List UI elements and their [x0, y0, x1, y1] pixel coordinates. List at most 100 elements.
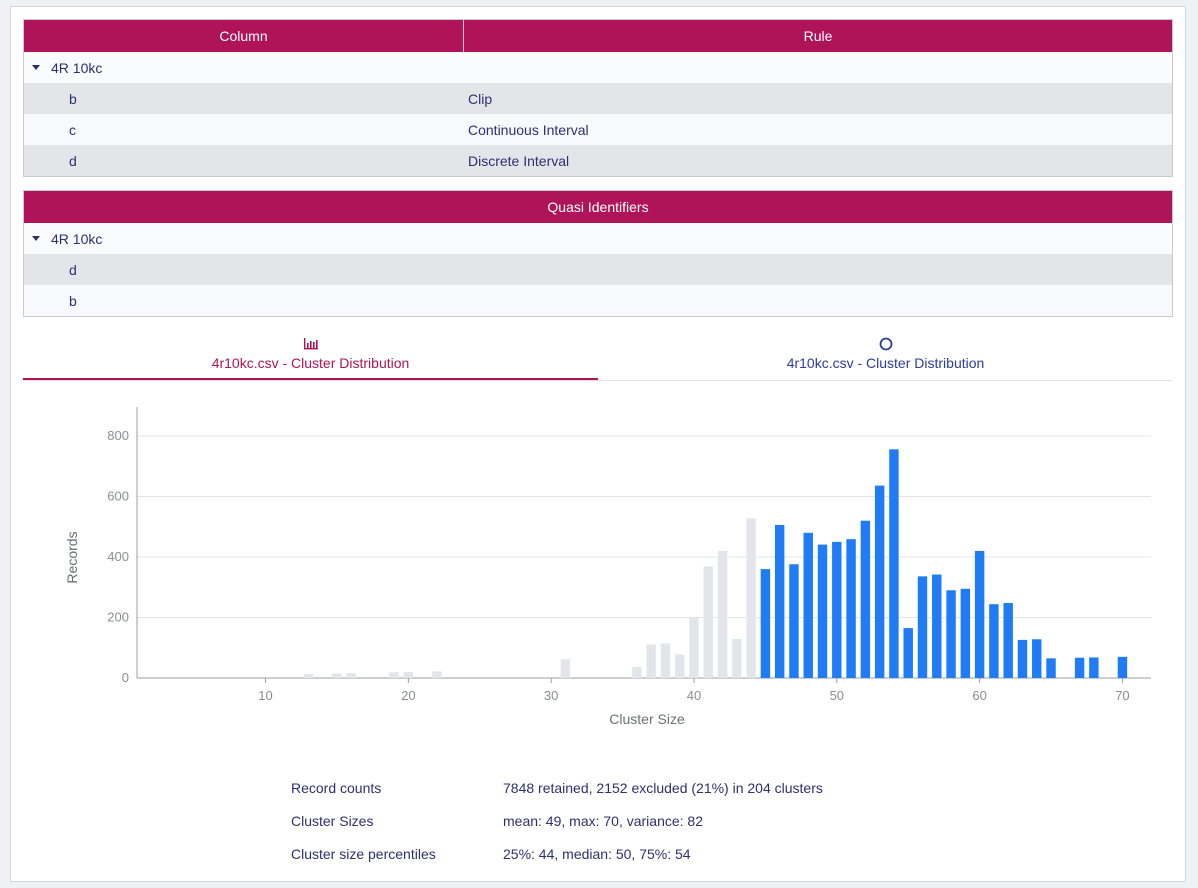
- table-row[interactable]: b Clip: [24, 83, 1172, 114]
- column-cell: d: [69, 152, 77, 169]
- retained-bar: [1032, 639, 1042, 678]
- stat-value: mean: 49, max: 70, variance: 82: [503, 812, 703, 829]
- retained-bar: [874, 485, 885, 678]
- excluded-bar: [632, 667, 642, 678]
- x-tick-label: 30: [544, 688, 558, 703]
- retained-bar: [1117, 656, 1128, 678]
- retained-bar: [989, 604, 999, 678]
- cluster-distribution-chart: 0 200 400 600 800 10 20 30 40 50 60 70 Cluster Size R…: [35, 393, 1161, 751]
- rule-cell: Discrete Interval: [468, 152, 570, 169]
- qi-table: Quasi Identifiers 4R 10kc d b: [23, 190, 1173, 317]
- retained-bar: [946, 590, 956, 678]
- x-tick-label: 70: [1115, 688, 1129, 703]
- chart-tabs: 4r10kc.csv - Cluster Distribution 4r10kc…: [23, 329, 1173, 381]
- table-row[interactable]: c Continuous Interval: [24, 114, 1172, 145]
- rules-table: Column Rule 4R 10kc b Clip c Continuous …: [23, 19, 1173, 177]
- retained-bar: [1046, 658, 1056, 678]
- y-axis-label: Records: [64, 531, 80, 583]
- retained-bar: [1074, 657, 1085, 678]
- retained-bar: [917, 576, 928, 678]
- retained-bar: [932, 574, 942, 678]
- retained-bar: [1017, 639, 1028, 678]
- rules-table-header: Column Rule: [24, 20, 1172, 52]
- table-row[interactable]: d: [24, 254, 1172, 285]
- excluded-bar: [674, 654, 685, 678]
- excluded-bar: [746, 518, 756, 678]
- column-cell: b: [69, 90, 77, 107]
- x-tick-label: 20: [401, 688, 415, 703]
- retained-bar: [903, 628, 913, 678]
- stat-value: 7848 retained, 2152 excluded (21%) in 20…: [503, 779, 823, 796]
- retained-bar: [889, 449, 899, 678]
- y-tick-label: 200: [107, 610, 129, 625]
- chart-svg: 0 200 400 600 800 10 20 30 40 50 60 70 Cluster Size R…: [64, 407, 1151, 727]
- table-row[interactable]: b: [24, 285, 1172, 316]
- excluded-bar: [303, 674, 314, 678]
- stats-row-record-counts: Record counts 7848 retained, 2152 exclud…: [291, 771, 823, 804]
- group-row[interactable]: 4R 10kc: [24, 52, 1172, 83]
- x-axis-label: Cluster Size: [609, 711, 685, 727]
- stat-label: Cluster size percentiles: [291, 845, 436, 862]
- retained-bar: [860, 520, 871, 678]
- retained-bar: [803, 532, 813, 678]
- excluded-bar: [732, 638, 742, 678]
- qi-cell: d: [69, 261, 77, 278]
- stats-row-percentiles: Cluster size percentiles 25%: 44, median…: [291, 837, 823, 870]
- excluded-bar: [389, 672, 399, 678]
- qi-table-header: Quasi Identifiers: [24, 191, 1172, 223]
- excluded-bar: [332, 673, 342, 678]
- stats-row-cluster-sizes: Cluster Sizes mean: 49, max: 70, varianc…: [291, 804, 823, 837]
- retained-bar: [760, 569, 771, 678]
- qi-header[interactable]: Quasi Identifiers: [547, 199, 649, 215]
- excluded-bar: [660, 643, 671, 678]
- excluded-bar: [703, 566, 713, 678]
- retained-bar: [1089, 657, 1099, 678]
- excluded-bar: [689, 617, 699, 678]
- excluded-bar: [346, 673, 356, 678]
- retained-bar: [817, 544, 828, 678]
- tab-label: 4r10kc.csv - Cluster Distribution: [786, 355, 985, 371]
- excluded-bar: [432, 671, 442, 678]
- y-tick-label: 600: [107, 489, 129, 504]
- excluded-bar: [403, 671, 414, 678]
- excluded-bar: [717, 550, 728, 678]
- group-label: 4R 10kc: [51, 230, 103, 247]
- rule-header[interactable]: Rule: [463, 20, 1172, 52]
- bar-chart-icon: [303, 338, 318, 350]
- excluded-bar: [646, 644, 656, 678]
- stat-label: Record counts: [291, 779, 382, 796]
- circle-icon: [879, 337, 892, 351]
- main-panel: Column Rule 4R 10kc b Clip c Continuous …: [10, 6, 1186, 882]
- retained-bar: [1003, 602, 1013, 678]
- y-tick-label: 800: [107, 428, 129, 443]
- retained-bar: [846, 539, 856, 678]
- retained-bar: [774, 524, 785, 678]
- y-tick-label: 0: [122, 670, 129, 685]
- qi-cell: b: [69, 292, 77, 309]
- tab-circle[interactable]: 4r10kc.csv - Cluster Distribution: [598, 329, 1173, 380]
- retained-bar: [960, 588, 971, 678]
- stats-block: Record counts 7848 retained, 2152 exclud…: [291, 771, 823, 870]
- group-row[interactable]: 4R 10kc: [24, 223, 1172, 254]
- column-header[interactable]: Column: [219, 28, 268, 44]
- x-tick-label: 60: [972, 688, 986, 703]
- y-tick-label: 400: [107, 549, 129, 564]
- retained-bar: [789, 564, 799, 678]
- table-row[interactable]: d Discrete Interval: [24, 145, 1172, 176]
- tab-label: 4r10kc.csv - Cluster Distribution: [211, 355, 410, 371]
- x-tick-label: 40: [687, 688, 701, 703]
- caret-down-icon[interactable]: [32, 65, 40, 70]
- x-tick-label: 10: [258, 688, 272, 703]
- excluded-bar: [560, 659, 571, 678]
- caret-down-icon[interactable]: [32, 236, 40, 241]
- retained-bar: [974, 550, 985, 678]
- x-tick-label: 50: [830, 688, 844, 703]
- stat-value: 25%: 44, median: 50, 75%: 54: [503, 845, 691, 862]
- stat-label: Cluster Sizes: [291, 812, 374, 829]
- group-label: 4R 10kc: [51, 59, 103, 76]
- column-cell: c: [69, 121, 76, 138]
- rule-cell: Continuous Interval: [468, 121, 589, 138]
- tab-bar-chart[interactable]: 4r10kc.csv - Cluster Distribution: [23, 329, 598, 380]
- rule-cell: Clip: [468, 90, 493, 107]
- retained-bar: [832, 541, 842, 678]
